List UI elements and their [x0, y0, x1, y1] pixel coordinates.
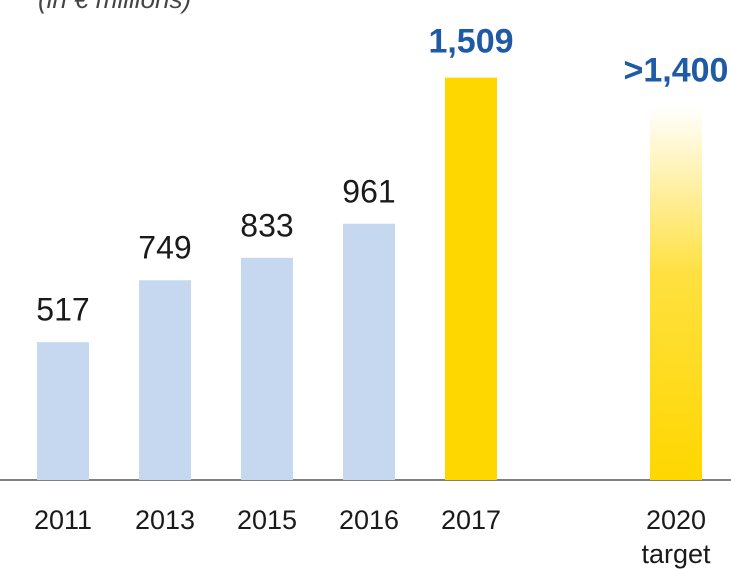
x-tick-label: 2013 [134, 505, 196, 535]
x-tick-label: 2015 [236, 505, 298, 535]
bar [241, 257, 293, 480]
bar [343, 223, 395, 480]
bar [37, 342, 89, 480]
bar [445, 77, 497, 480]
x-tick-label: 2017 [440, 505, 502, 535]
value-label: 517 [36, 291, 90, 328]
value-label: 961 [342, 173, 396, 210]
value-label: 1,509 [428, 22, 514, 61]
x-tick-label: 2011 [33, 505, 93, 535]
chart-subtitle: (in € millions) [38, 0, 191, 15]
bar [139, 280, 191, 480]
x-tick-label: 2016 [338, 505, 400, 535]
bar [650, 106, 702, 481]
value-label: 833 [240, 207, 294, 244]
value-label: 749 [138, 229, 192, 266]
value-label: >1,400 [623, 51, 729, 90]
x-tick-label: 2020 target [641, 505, 711, 569]
